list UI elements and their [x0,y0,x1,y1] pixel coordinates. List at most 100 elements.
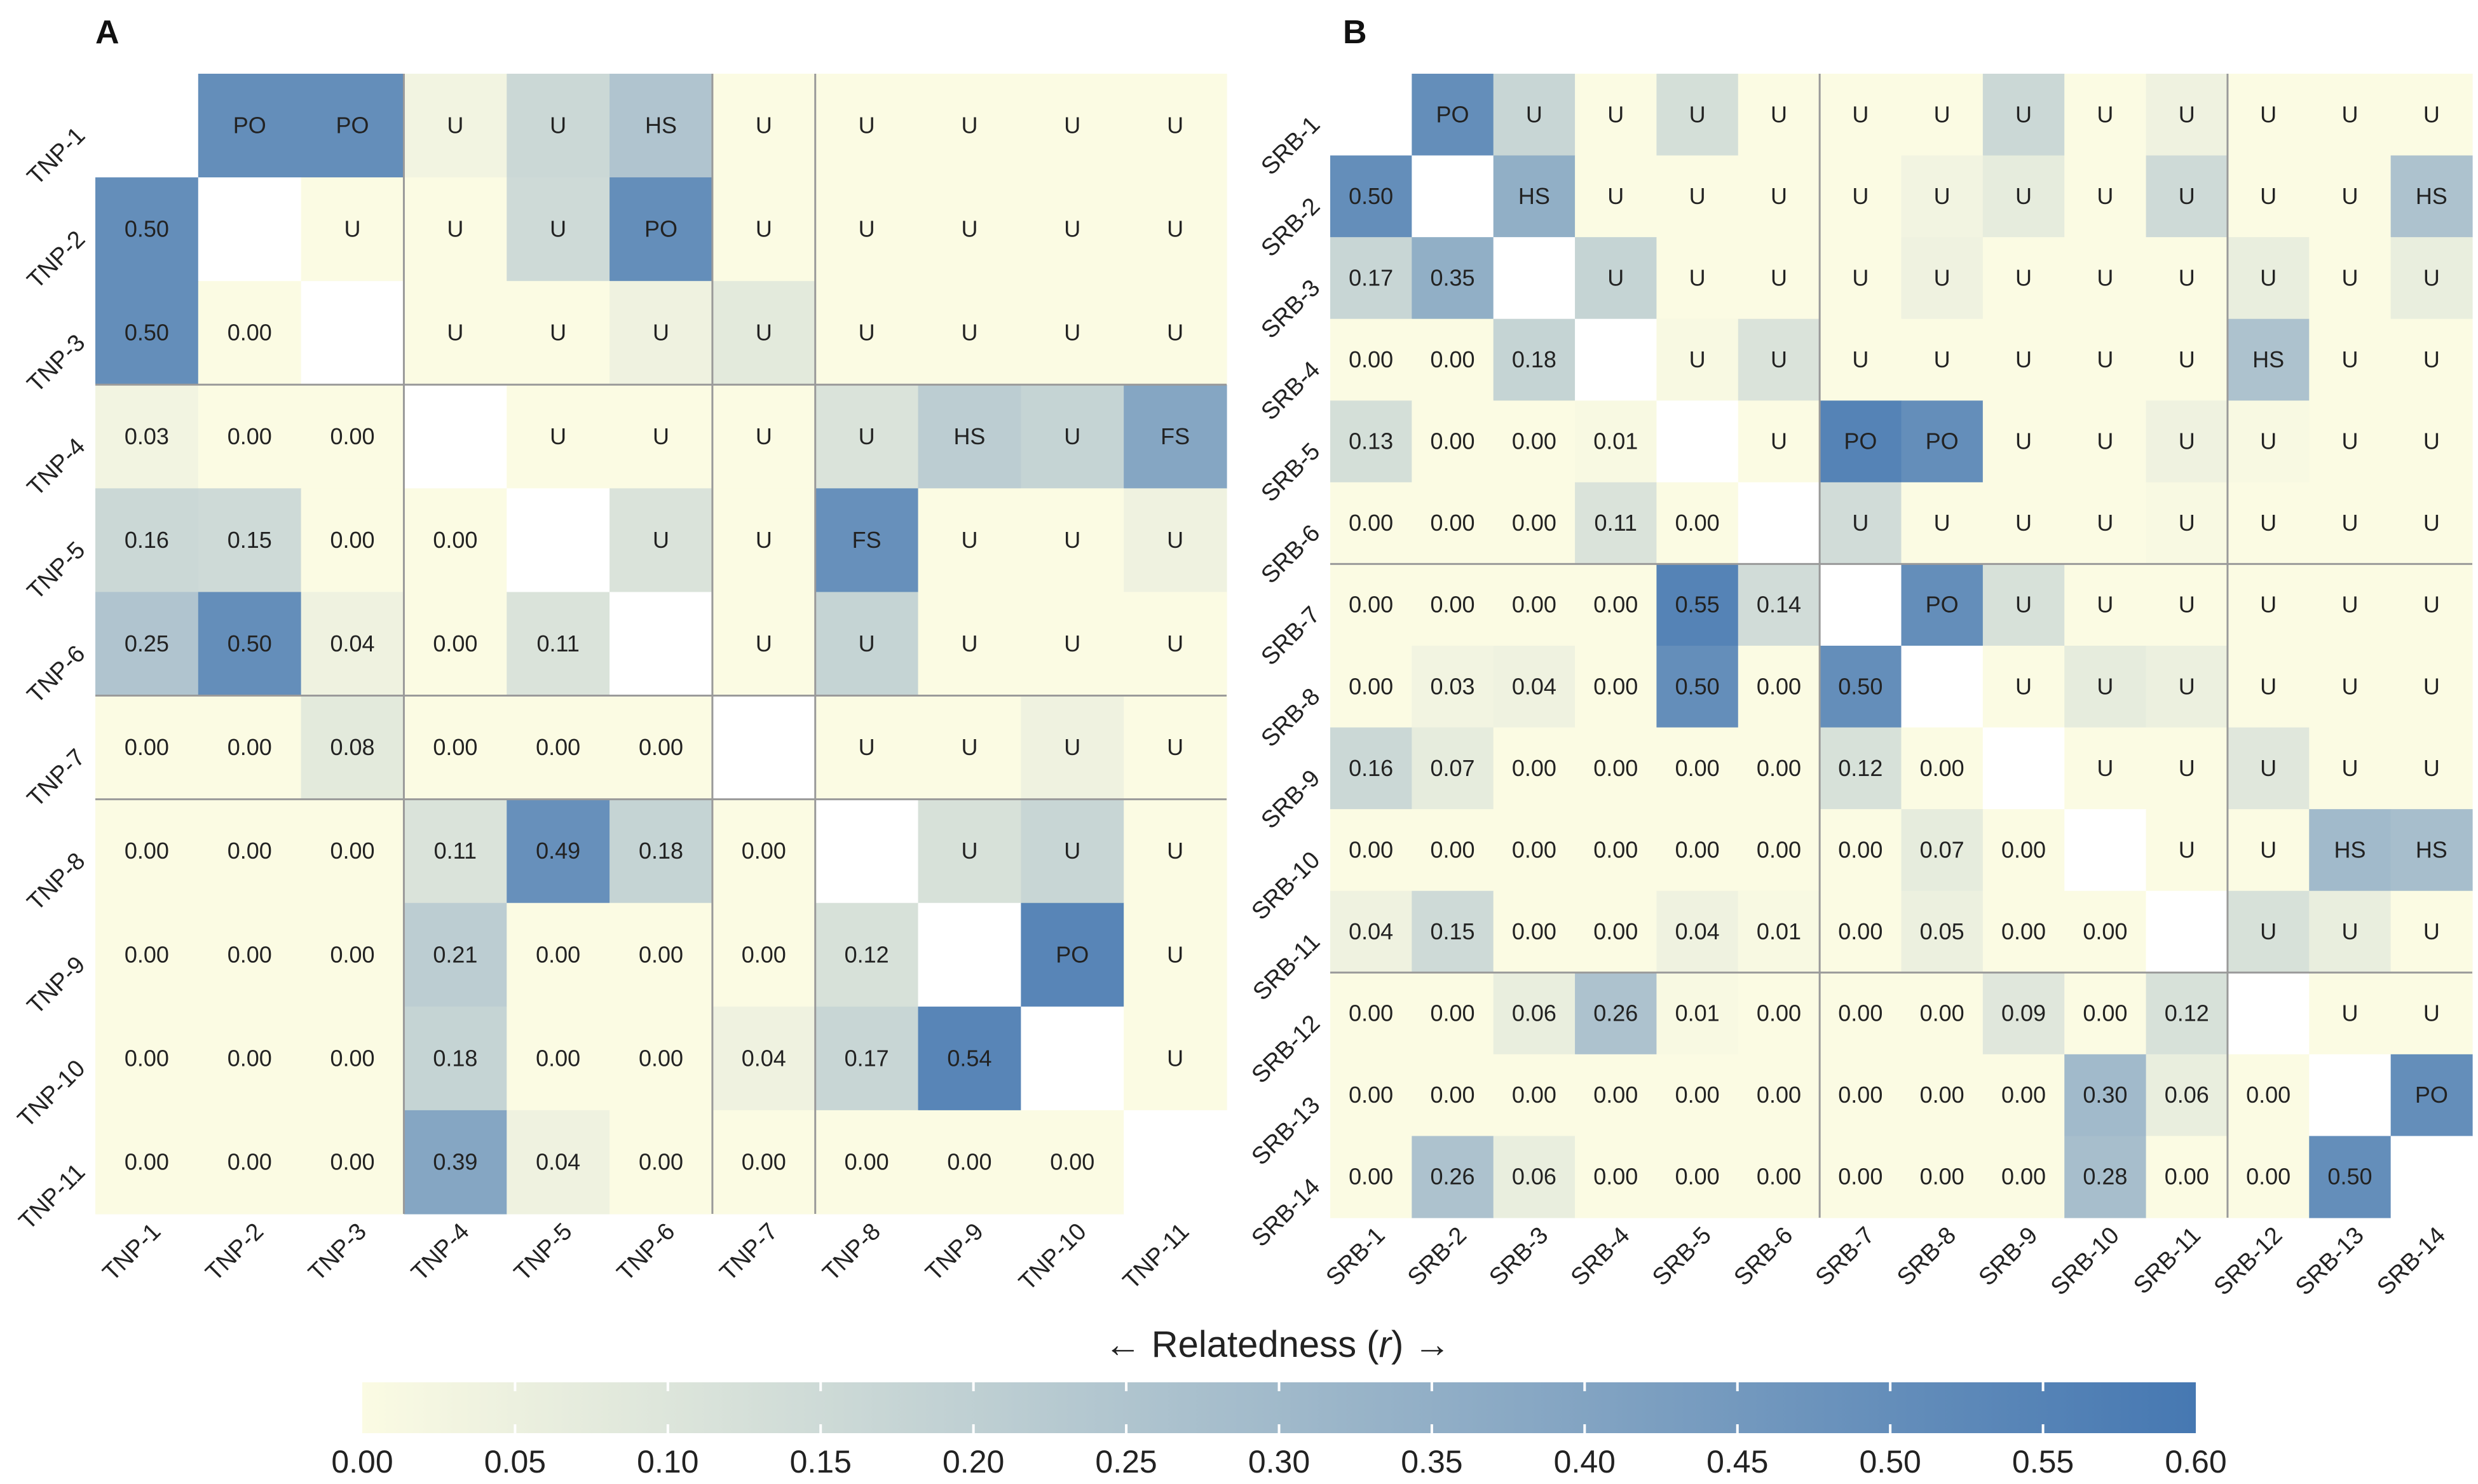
cell-label-a: 0.00 [947,1148,991,1174]
cell-label-a: U [756,527,772,553]
cell-label-b: U [2260,755,2277,781]
heatmap-cell-b [2390,564,2473,646]
cell-label-a: 0.17 [845,1045,889,1071]
cell-label-b: U [2341,918,2358,944]
heatmap-cell-a [301,695,405,800]
heatmap-cell-b [1412,155,1494,238]
cell-label-b: HS [2416,183,2447,209]
cell-label-a: 0.00 [228,423,272,449]
cell-label-b: 0.00 [1349,592,1393,618]
cell-label-a: U [756,423,772,449]
heatmap-cell-b [2390,400,2473,483]
heatmap-cell-a [198,1006,302,1111]
x-tick-label-a: TNP-5 [509,1218,577,1286]
heatmap-cell-b [1820,400,1902,483]
heatmap-cell-a [301,177,405,282]
cell-label-a: 0.00 [433,734,477,760]
heatmap-cell-a [712,592,816,697]
y-tick-label-b: SRB-5 [1256,438,1326,507]
heatmap-cell-a [815,385,919,489]
cell-label-b: 0.00 [2083,918,2127,944]
heatmap-cell-a [815,488,919,593]
cell-label-a: 0.00 [433,630,477,657]
heatmap-cell-b [2227,1136,2310,1218]
x-tick-label-b: SRB-9 [1974,1222,2043,1291]
heatmap-cell-a [198,902,302,1007]
cell-label-b: 0.00 [1430,510,1474,536]
heatmap-cell-a [95,1006,199,1111]
heatmap-cell-a [815,177,919,282]
heatmap-cell-b [1901,74,1984,156]
cell-label-b: U [1771,428,1787,454]
cell-label-b: 0.00 [1430,1082,1474,1108]
heatmap-cell-a [301,592,405,697]
heatmap-cell-b [1820,482,1902,565]
heatmap-cell-a [301,74,405,178]
heatmap-cell-a [1124,385,1227,489]
cell-label-b: U [1607,264,1624,290]
cell-label-b: U [1689,264,1706,290]
heatmap-cell-b [2064,237,2147,320]
cell-label-a: 0.00 [536,734,580,760]
colorbar-title: ← Relatedness (r) → [1105,1324,1451,1365]
heatmap-cell-b [2146,809,2228,892]
cell-label-a: U [550,423,566,449]
heatmap-cell-b [1575,155,1658,238]
heatmap-cell-a [1021,385,1124,489]
cell-label-b: U [2097,101,2113,127]
cell-label-a: U [961,527,977,553]
x-tick-label-b: SRB-13 [2291,1222,2369,1301]
cell-label-b: 0.00 [1430,592,1474,618]
cell-label-b: 0.00 [1512,1082,1556,1108]
heatmap-cell-b [1412,1054,1494,1137]
x-tick-label-a: TNP-3 [304,1218,372,1286]
heatmap-cell-b [1656,1136,1739,1218]
cell-label-a: U [447,112,463,139]
cell-label-b: 0.30 [2083,1082,2127,1108]
heatmap-cell-b [2390,809,2473,892]
x-tick-label-b: SRB-10 [2046,1222,2125,1301]
heatmap-cell-b [1982,972,2065,1055]
colorbar-title-prefix: ← Relatedness ( [1105,1324,1379,1365]
heatmap-cell-a [301,799,405,904]
heatmap-cell-a [1021,1110,1124,1215]
cell-label-b: U [2341,346,2358,372]
heatmap-cell-b [2227,646,2310,728]
cell-label-a: U [756,112,772,139]
cell-label-b: 0.11 [1595,510,1637,536]
cell-label-b: 0.00 [1757,836,1801,862]
cell-label-b: 0.18 [1512,346,1556,372]
cell-label-b: U [1934,101,1950,127]
cell-label-b: 0.00 [1675,1082,1720,1108]
heatmap-cell-b [1656,400,1739,483]
y-tick-label-a: TNP-11 [14,1159,90,1235]
heatmap-cell-a [712,695,816,800]
heatmap-cell-b [1412,727,1494,810]
heatmap-cell-b [1901,564,1984,646]
x-tick-label-b: SRB-8 [1892,1222,1961,1291]
cell-label-b: U [1689,101,1706,127]
cell-label-b: U [1934,264,1950,290]
heatmap-cell-b [2064,1136,2147,1218]
cell-label-b: PO [2415,1082,2448,1108]
heatmap-cell-b [1493,400,1576,483]
cell-label-b: 0.00 [2001,836,2046,862]
cell-label-b: 0.01 [1675,1000,1720,1026]
heatmap-cell-b [2146,646,2228,728]
cell-label-b: U [2097,510,2113,536]
heatmap-cell-b [1901,809,1984,892]
cell-label-b: 0.07 [1920,836,1964,862]
x-tick-label-a: TNP-6 [612,1218,680,1286]
cell-label-b: 0.00 [1593,1164,1638,1190]
cell-label-b: U [2423,264,2440,290]
heatmap-cell-b [2227,74,2310,156]
colorbar: ← Relatedness (r) → 0.00 0.05 0.10 0.15 0.20… [331,1324,2226,1480]
cell-label-b: 0.00 [1512,836,1556,862]
colorbar-title-var: r [1379,1324,1393,1365]
cell-label-b: 0.00 [2246,1164,2291,1190]
cell-label-b: U [1852,183,1869,209]
heatmap-cell-a [712,1110,816,1215]
heatmap-cell-a [1124,592,1227,697]
heatmap-cell-a [404,281,507,385]
cell-label-a: 0.04 [536,1148,580,1174]
